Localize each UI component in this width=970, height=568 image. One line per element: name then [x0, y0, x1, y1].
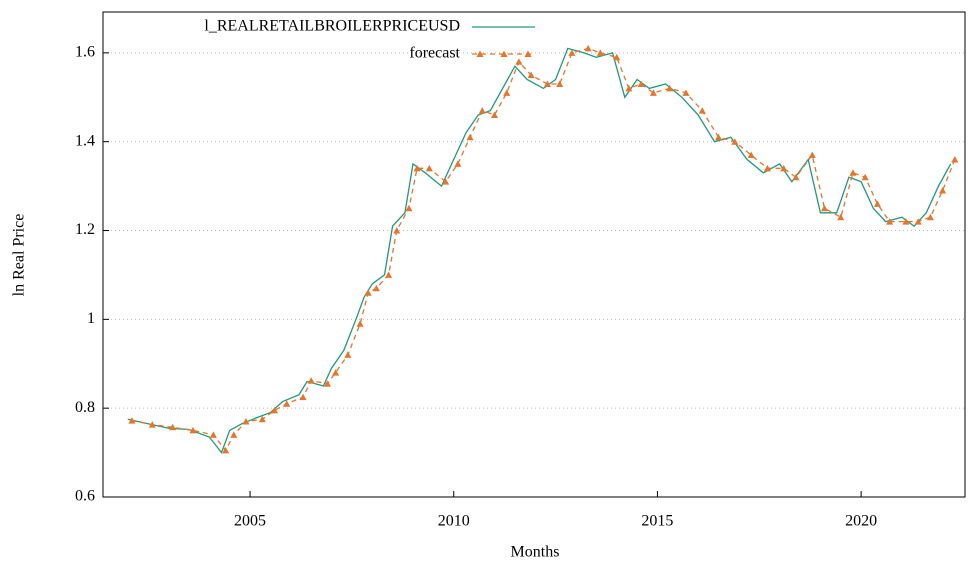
point-marker [148, 421, 156, 428]
y-axis-label: ln Real Price [11, 214, 28, 297]
point-marker [393, 227, 401, 234]
point-marker [356, 320, 364, 327]
point-marker [731, 138, 739, 145]
series-line [131, 47, 956, 452]
point-marker [169, 423, 177, 431]
y-tick-label: 1.2 [75, 221, 95, 238]
point-marker [332, 369, 340, 376]
point-marker [442, 178, 450, 185]
point-marker [344, 351, 352, 358]
point-marker [792, 173, 800, 181]
x-axis-label: Months [511, 544, 560, 561]
series-line [127, 47, 952, 454]
point-marker [413, 164, 421, 172]
point-marker [372, 284, 380, 292]
point-marker [364, 289, 372, 296]
point-marker [299, 393, 307, 401]
point-marker [914, 218, 922, 225]
point-marker [763, 164, 771, 172]
point-marker [209, 431, 217, 438]
x-tick-label: 2010 [438, 513, 470, 530]
point-marker [886, 218, 894, 225]
y-tick-label: 0.6 [75, 488, 95, 505]
point-marker [861, 173, 869, 181]
point-marker [515, 58, 523, 65]
point-marker [222, 446, 230, 454]
point-marker [625, 84, 633, 92]
point-marker [637, 80, 645, 87]
y-tick-label: 0.8 [75, 399, 95, 416]
legend-marker [524, 50, 532, 57]
point-marker [951, 155, 959, 163]
point-marker [490, 111, 498, 119]
point-marker [503, 89, 511, 96]
x-tick-label: 2005 [234, 513, 266, 530]
point-marker [808, 151, 816, 159]
point-marker [837, 213, 845, 221]
point-marker [613, 53, 621, 61]
point-marker [466, 133, 474, 141]
point-marker [820, 204, 828, 212]
y-tick-label: 1 [87, 310, 95, 327]
point-marker [283, 400, 291, 407]
point-marker [556, 80, 564, 87]
point-marker [649, 89, 657, 96]
point-marker [715, 133, 723, 141]
legend-marker [476, 50, 484, 57]
legend-label: forecast [409, 45, 460, 62]
point-marker [682, 89, 690, 96]
point-marker [568, 49, 576, 56]
point-marker [873, 200, 881, 207]
point-marker [780, 164, 788, 172]
point-marker [596, 49, 604, 56]
point-marker [425, 164, 433, 172]
point-marker [128, 417, 136, 424]
point-marker [385, 271, 393, 278]
x-tick-label: 2020 [845, 513, 877, 530]
point-marker [478, 107, 486, 114]
point-marker [747, 151, 755, 159]
point-marker [666, 84, 674, 92]
point-marker [698, 107, 706, 114]
legend-marker [500, 50, 508, 57]
point-marker [230, 431, 238, 438]
point-marker [939, 187, 947, 194]
x-tick-label: 2015 [641, 513, 673, 530]
point-marker [849, 169, 857, 176]
y-tick-label: 1.4 [75, 132, 95, 149]
point-marker [454, 160, 462, 167]
point-marker [584, 44, 592, 52]
point-marker [926, 213, 934, 221]
point-marker [258, 415, 266, 423]
plot-frame [102, 11, 966, 498]
point-marker [527, 71, 535, 79]
point-marker [405, 204, 413, 212]
y-tick-label: 1.6 [75, 44, 95, 61]
legend-label: l_REALRETAILBROILERPRICEUSD [204, 18, 460, 35]
point-marker [323, 380, 331, 387]
point-marker [543, 80, 551, 87]
point-marker [902, 218, 910, 225]
point-marker [307, 377, 315, 384]
point-marker [242, 417, 250, 425]
point-marker [271, 406, 279, 414]
point-marker [189, 426, 197, 434]
